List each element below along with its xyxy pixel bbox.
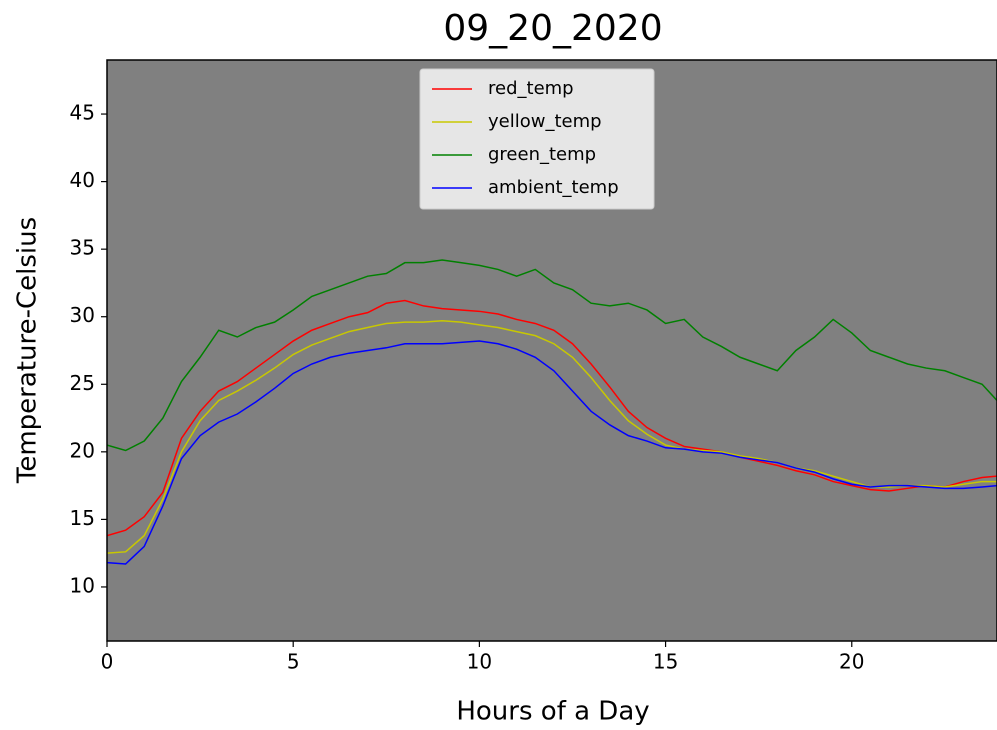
y-tick-label: 10 [70, 573, 95, 597]
y-tick-label: 25 [70, 371, 95, 395]
y-tick-label: 35 [70, 236, 95, 260]
x-axis-label: Hours of a Day [456, 697, 649, 727]
y-tick-label: 15 [70, 506, 95, 530]
data-line [107, 299, 997, 537]
legend-label: yellow_temp [488, 111, 602, 132]
x-tick-label: 0 [101, 650, 114, 674]
y-tick-label: 45 [70, 101, 95, 125]
plot-frame [106, 59, 997, 642]
y-axis-label: Temperature-Celsius [13, 217, 43, 484]
x-tick-label: 20 [839, 650, 864, 674]
legend-label: green_temp [488, 144, 596, 165]
chart-title: 09_20_2020 [443, 8, 662, 49]
data-line [107, 340, 997, 565]
legend-box [419, 68, 655, 210]
legend-label: ambient_temp [488, 177, 619, 198]
x-tick-label: 10 [467, 650, 492, 674]
data-line [107, 320, 997, 554]
y-tick-label: 40 [70, 168, 95, 192]
y-tick-label: 20 [70, 438, 95, 462]
legend-label: red_temp [488, 78, 574, 99]
x-tick-label: 5 [287, 650, 300, 674]
y-tick-label: 30 [70, 303, 95, 327]
x-tick-label: 15 [653, 650, 678, 674]
data-line [107, 259, 997, 452]
